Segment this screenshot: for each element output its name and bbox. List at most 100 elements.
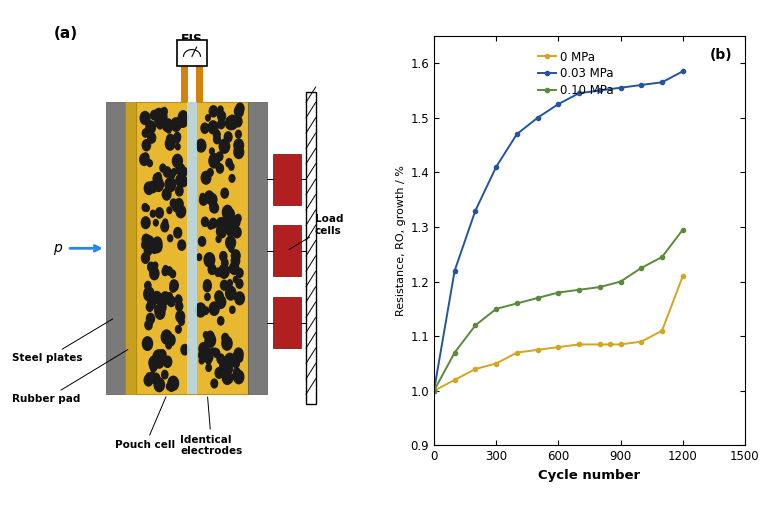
Circle shape	[144, 236, 154, 248]
Circle shape	[206, 115, 210, 121]
Circle shape	[167, 235, 173, 242]
Circle shape	[211, 379, 217, 388]
Bar	[197, 66, 203, 102]
Circle shape	[205, 333, 216, 347]
Circle shape	[177, 114, 188, 127]
Circle shape	[147, 262, 154, 272]
Circle shape	[163, 219, 167, 226]
0.03 MPa	[492, 164, 501, 170]
Circle shape	[176, 186, 183, 196]
Circle shape	[173, 155, 182, 167]
Circle shape	[157, 110, 167, 124]
Circle shape	[227, 280, 233, 287]
Circle shape	[224, 132, 232, 142]
0.10 MPa	[678, 227, 687, 233]
Circle shape	[168, 376, 178, 390]
Circle shape	[153, 237, 162, 249]
Circle shape	[206, 340, 212, 348]
Circle shape	[147, 133, 156, 143]
Circle shape	[195, 303, 206, 317]
Circle shape	[236, 279, 243, 288]
Circle shape	[225, 353, 235, 367]
Circle shape	[215, 268, 221, 276]
Circle shape	[176, 175, 184, 186]
Circle shape	[167, 207, 172, 214]
Circle shape	[200, 194, 205, 200]
Circle shape	[152, 356, 161, 368]
Circle shape	[224, 218, 235, 232]
Circle shape	[144, 246, 152, 255]
Circle shape	[152, 239, 162, 253]
Circle shape	[144, 282, 151, 290]
Circle shape	[151, 210, 155, 217]
Line: 0.10 MPa: 0.10 MPa	[432, 228, 685, 393]
Circle shape	[227, 375, 233, 383]
Circle shape	[222, 357, 227, 364]
Circle shape	[175, 144, 180, 150]
Circle shape	[164, 119, 172, 130]
Circle shape	[223, 205, 233, 219]
Circle shape	[217, 354, 224, 364]
Circle shape	[209, 302, 219, 315]
Circle shape	[206, 364, 211, 371]
Circle shape	[204, 282, 211, 292]
Circle shape	[182, 168, 187, 176]
Circle shape	[170, 199, 177, 207]
Circle shape	[237, 268, 243, 278]
Circle shape	[220, 280, 228, 290]
Circle shape	[147, 160, 152, 166]
Circle shape	[201, 217, 208, 226]
Circle shape	[180, 176, 187, 187]
Circle shape	[171, 168, 177, 175]
Circle shape	[226, 117, 235, 130]
Circle shape	[221, 188, 228, 198]
0.03 MPa	[657, 79, 667, 86]
Circle shape	[234, 116, 242, 127]
Circle shape	[162, 268, 168, 275]
Circle shape	[166, 342, 171, 349]
Circle shape	[233, 368, 240, 376]
Circle shape	[222, 259, 228, 267]
Circle shape	[215, 368, 223, 378]
Circle shape	[234, 139, 243, 152]
Circle shape	[208, 121, 218, 134]
Text: Rubber pad: Rubber pad	[12, 350, 127, 404]
Circle shape	[213, 348, 218, 355]
Bar	[137, 102, 247, 394]
Text: p: p	[53, 241, 61, 255]
0.10 MPa	[616, 279, 625, 285]
Circle shape	[147, 313, 154, 324]
0.10 MPa	[533, 295, 542, 301]
Circle shape	[208, 264, 216, 274]
Circle shape	[198, 237, 206, 246]
Circle shape	[161, 292, 170, 305]
Circle shape	[167, 296, 175, 307]
Circle shape	[142, 153, 149, 162]
Circle shape	[215, 291, 223, 302]
Circle shape	[140, 154, 149, 165]
Circle shape	[165, 137, 175, 150]
Circle shape	[229, 163, 234, 170]
Circle shape	[204, 253, 215, 267]
Circle shape	[142, 129, 148, 137]
Circle shape	[232, 373, 237, 379]
Circle shape	[171, 118, 181, 131]
Circle shape	[208, 222, 214, 229]
Circle shape	[157, 173, 161, 179]
Circle shape	[158, 350, 166, 360]
0.10 MPa	[512, 301, 521, 307]
Circle shape	[151, 363, 157, 372]
0.03 MPa	[512, 131, 521, 137]
Circle shape	[234, 348, 243, 360]
Circle shape	[173, 200, 181, 212]
Circle shape	[161, 370, 168, 379]
Bar	[273, 297, 302, 348]
Circle shape	[220, 218, 230, 231]
Bar	[177, 40, 207, 66]
0 MPa	[429, 388, 439, 394]
Circle shape	[223, 372, 232, 385]
Bar	[273, 154, 302, 205]
Circle shape	[217, 218, 226, 230]
0.03 MPa	[533, 115, 542, 121]
Circle shape	[157, 302, 166, 313]
